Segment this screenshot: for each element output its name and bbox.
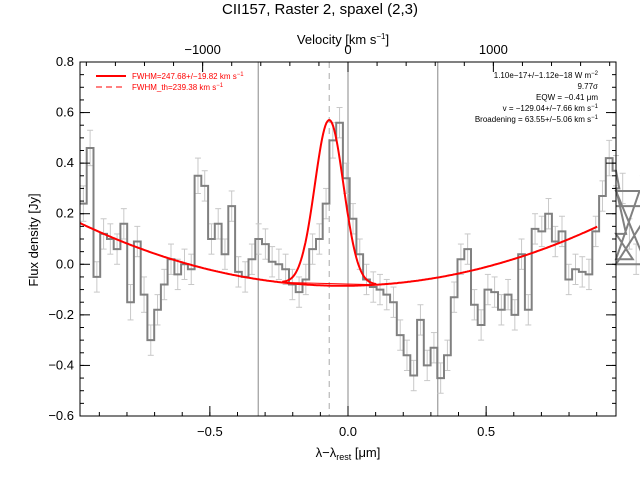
- stats-line-2: 9.77σ: [577, 82, 598, 91]
- gaussian-fit: [282, 119, 377, 285]
- y-tick-label: −0.6: [48, 408, 74, 423]
- x-tick-label: −0.5: [197, 424, 223, 439]
- legend-label-fwhm-th: FWHM_th=239.38 km s−1: [132, 83, 224, 92]
- stats-line-3: EQW = −0.41 μm: [536, 93, 598, 102]
- x-tick-label: 0.5: [477, 424, 495, 439]
- legend-label-fwhm: FWHM=247.68+/−19.82 km s−1: [132, 72, 244, 81]
- baseline-segment: [281, 281, 377, 286]
- stats-line-5: Broadening = 63.55+/−5.06 km s−1: [475, 115, 599, 124]
- top-axis-title: Velocity [km s−1]: [297, 32, 389, 47]
- y-tick-label: −0.4: [48, 357, 74, 372]
- stats-line-1: 1.10e−17+/−1.12e−18 W m−2: [494, 71, 599, 80]
- y-tick-label: 0.6: [56, 105, 74, 120]
- spectrum-steps: [80, 121, 640, 380]
- top-tick-label: −1000: [184, 42, 221, 57]
- x-axis-title: λ−λrest [μm]: [316, 445, 381, 462]
- y-axis-title: Flux density [Jy]: [26, 193, 41, 286]
- x-tick-label: 0.0: [339, 424, 357, 439]
- chart-title: CII157, Raster 2, spaxel (2,3): [222, 1, 418, 18]
- continuum-fit: [79, 222, 598, 287]
- y-tick-label: 0.2: [56, 206, 74, 221]
- top-tick-label: 1000: [479, 42, 508, 57]
- y-tick-label: 0.8: [56, 54, 74, 69]
- chart-marks: −0.6 −0.4 −0.2 0.0 0.2 0.4 0.6 0.8 −0.5 0.0 0.5 −10…: [48, 42, 640, 439]
- y-tick-label: 0.4: [56, 155, 74, 170]
- legend: FWHM=247.68+/−19.82 km s−1 FWHM_th=239.3…: [96, 72, 244, 92]
- stats-block: 1.10e−17+/−1.12e−18 W m−2 9.77σ EQW = −0…: [475, 71, 599, 124]
- y-tick-label: 0.0: [56, 256, 74, 271]
- stats-line-4: v = −129.04+/−7.66 km s−1: [503, 104, 599, 113]
- y-tick-label: −0.2: [48, 307, 74, 322]
- top-tick-label: 0: [344, 42, 351, 57]
